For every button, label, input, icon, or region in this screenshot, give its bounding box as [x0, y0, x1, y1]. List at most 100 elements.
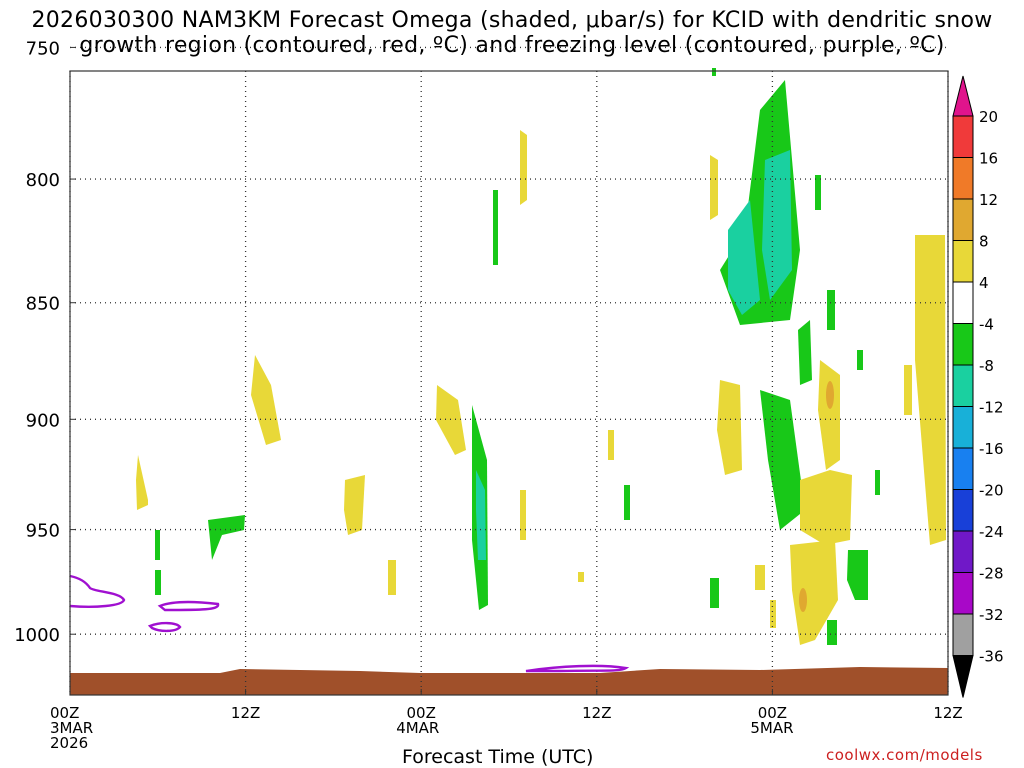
omega-shade-3	[476, 470, 486, 560]
colorbar-label-4: 4	[979, 274, 989, 292]
y-tick-label-850: 850	[26, 294, 60, 315]
colorbar-label-9: -20	[979, 482, 1004, 500]
omega-shade-27	[155, 530, 160, 560]
omega-shade-24	[710, 578, 719, 608]
omega-shade-30	[578, 572, 584, 582]
omega-shade-6	[208, 515, 245, 560]
y-tick-label-750: 750	[26, 38, 60, 59]
ground-layer	[70, 667, 948, 695]
colorbar-cell-3	[952, 198, 974, 241]
x-tick-label-4-0: 00Z	[758, 704, 787, 722]
omega-shade-31	[770, 600, 776, 628]
omega-shade-19	[493, 190, 498, 265]
chart-title-line-1: 2026030300 NAM3KM Forecast Omega (shaded…	[31, 8, 993, 33]
omega-shade-15	[790, 540, 838, 645]
colorbar-label-10: -24	[979, 523, 1004, 541]
omega-shade-28	[520, 490, 526, 540]
x-tick-label-2-1: 4MAR	[396, 719, 439, 737]
y-tick-label-900: 900	[26, 410, 60, 431]
omega-shade-1	[436, 385, 466, 455]
colorbar-cell-7	[952, 364, 974, 407]
colorbar-bottom-triangle	[952, 655, 974, 698]
y-tick-label-800: 800	[26, 170, 60, 191]
omega-shade-25	[388, 560, 396, 595]
x-tick-label-4-1: 5MAR	[750, 719, 793, 737]
omega-shade-12	[818, 360, 840, 470]
omega-shade-8	[728, 200, 760, 315]
colorbar-cell-11	[952, 530, 974, 573]
omega-shade-23	[624, 485, 630, 520]
omega-shade-orange-1	[826, 381, 834, 409]
y-tick-label-1000: 1000	[14, 625, 60, 646]
colorbar-cell-1	[952, 115, 974, 158]
credit-text: coolwx.com/models	[826, 746, 983, 764]
colorbar-label-6: -8	[979, 357, 994, 375]
chart-title-line-2: growth region (contoured, red, ºC) and f…	[79, 33, 945, 58]
y-axis: 2503003504004505005506006507007508008509…	[14, 38, 76, 646]
omega-shade-36	[755, 565, 765, 590]
omega-shade-20	[710, 155, 718, 220]
omega-shade-29	[608, 430, 614, 460]
colorbar: 20 16 12 8 4 -4 -8 -12 -16 -20 -24 -28 -32 -36	[952, 75, 1004, 698]
colorbar-label-7: -12	[979, 399, 1004, 417]
colorbar-cell-4	[952, 240, 974, 283]
freezing-fragment-3	[525, 664, 630, 673]
colorbar-cell-2	[952, 157, 974, 200]
freezing-fragment-2	[147, 621, 182, 633]
contour-layer: -18-18-18-12-12-12000	[69, 574, 630, 673]
colorbar-label-0: 20	[979, 108, 998, 126]
omega-shade-35	[857, 350, 863, 370]
y-tick-label-950: 950	[26, 521, 60, 542]
colorbar-cell-8	[952, 406, 974, 449]
x-tick-label-0-1: 3MAR	[50, 719, 93, 737]
colorbar-label-1: 16	[979, 150, 998, 168]
x-axis-title: Forecast Time (UTC)	[402, 746, 594, 768]
colorbar-cell-9	[952, 447, 974, 490]
omega-shade-13	[798, 320, 812, 385]
omega-shade-34	[875, 470, 880, 495]
omega-shade-0	[251, 355, 281, 445]
omega-shade-10	[717, 380, 742, 475]
ground-fill	[70, 667, 948, 695]
x-tick-label-3-0: 12Z	[582, 704, 611, 722]
x-tick-label-0-0: 00Z	[50, 704, 79, 722]
omega-shading-layer	[136, 68, 946, 645]
colorbar-label-12: -32	[979, 606, 1004, 624]
x-tick-label-1-0: 12Z	[231, 704, 260, 722]
colorbar-cell-6	[952, 323, 974, 366]
omega-shade-22	[827, 290, 835, 330]
omega-shade-17	[847, 550, 868, 600]
colorbar-label-5: -4	[979, 316, 994, 334]
omega-shade-33	[904, 365, 912, 415]
omega-shade-orange-2	[799, 588, 807, 612]
x-tick-label-5-0: 12Z	[933, 704, 962, 722]
colorbar-cell-5	[952, 281, 974, 324]
omega-shade-16	[800, 470, 852, 545]
colorbar-label-3: 8	[979, 233, 989, 251]
omega-shade-5	[344, 475, 365, 535]
omega-shade-4	[136, 455, 148, 510]
x-tick-label-0-2: 2026	[50, 734, 88, 752]
freezing-fragment-0	[69, 574, 126, 608]
colorbar-label-2: 12	[979, 191, 998, 209]
omega-shade-11	[760, 390, 805, 530]
colorbar-label-13: -36	[979, 648, 1004, 666]
omega-shade-37	[712, 68, 716, 76]
omega-shade-21	[815, 175, 821, 210]
omega-shade-18	[520, 130, 527, 205]
colorbar-label-11: -28	[979, 565, 1004, 583]
plot-frame	[69, 70, 949, 696]
omega-shade-9	[762, 150, 792, 300]
freezing-fragment-1	[157, 600, 220, 612]
colorbar-cell-13	[952, 613, 974, 656]
colorbar-cell-10	[952, 489, 974, 532]
colorbar-cell-12	[952, 572, 974, 615]
colorbar-label-8: -16	[979, 440, 1004, 458]
omega-shade-14	[915, 235, 946, 545]
omega-shade-26	[155, 570, 161, 595]
x-tick-label-2-0: 00Z	[407, 704, 436, 722]
colorbar-top-triangle	[952, 75, 974, 117]
omega-shade-32	[827, 620, 837, 645]
